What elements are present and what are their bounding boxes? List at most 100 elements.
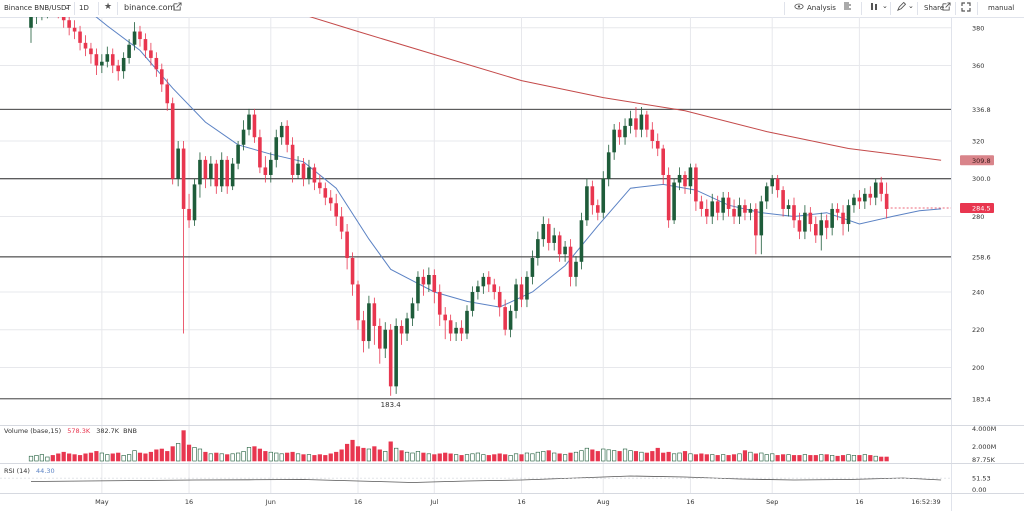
volume-bar bbox=[252, 446, 257, 462]
candle-body bbox=[361, 320, 366, 342]
share-button[interactable]: Share bbox=[924, 4, 945, 12]
volume-bar bbox=[421, 452, 426, 462]
candle-body bbox=[252, 114, 257, 138]
volume-bar bbox=[590, 449, 595, 462]
candle-body bbox=[634, 118, 638, 130]
rsi-tick-label: 0.00 bbox=[972, 486, 986, 494]
candle-body bbox=[688, 167, 693, 187]
candle-body bbox=[563, 246, 567, 255]
volume-bar bbox=[813, 455, 818, 462]
candle-body bbox=[873, 182, 878, 198]
volume-tick-label: 2.000M bbox=[972, 443, 996, 451]
candle-body bbox=[612, 129, 616, 153]
candle-body bbox=[269, 159, 273, 175]
price-tick-label: 336.8 bbox=[972, 106, 991, 114]
chevron-down-icon[interactable]: ⌄ bbox=[882, 2, 888, 10]
volume-bar bbox=[192, 447, 197, 462]
volume-bar bbox=[268, 451, 273, 462]
volume-bar bbox=[116, 452, 121, 462]
candle-body bbox=[345, 231, 349, 259]
interval-selector[interactable]: 1D bbox=[79, 4, 89, 12]
bars-icon[interactable] bbox=[843, 2, 853, 13]
candle-body bbox=[214, 163, 219, 187]
price-tick-label: 220 bbox=[972, 326, 984, 334]
candle-body bbox=[606, 152, 611, 179]
volume-bar bbox=[426, 453, 431, 462]
source-link[interactable]: binance.com bbox=[124, 3, 176, 12]
volume-bar bbox=[274, 452, 279, 462]
volume-bar bbox=[617, 451, 622, 462]
analysis-button[interactable]: Analysis bbox=[807, 4, 836, 12]
volume-bar bbox=[28, 455, 34, 462]
volume-bar bbox=[263, 451, 268, 462]
volume-bar bbox=[214, 452, 219, 462]
volume-bar bbox=[361, 447, 366, 462]
volume-bar bbox=[230, 453, 235, 462]
chevron-down-icon[interactable]: ⌄ bbox=[908, 2, 914, 10]
candle-body bbox=[247, 114, 251, 130]
candle-body bbox=[378, 325, 382, 349]
volume-bar bbox=[127, 454, 132, 462]
volume-bar bbox=[56, 453, 61, 462]
candle-body bbox=[655, 141, 660, 149]
volume-bar bbox=[606, 449, 611, 462]
volume-axis-ticks: 4.000M 2.000M 87.75K bbox=[972, 425, 996, 464]
volume-bar bbox=[830, 455, 835, 462]
candle-body bbox=[574, 261, 578, 277]
volume-bar bbox=[464, 454, 470, 462]
volume-bar bbox=[492, 454, 497, 462]
volume-bar bbox=[459, 455, 464, 462]
moving-averages bbox=[95, 17, 942, 308]
expand-icon[interactable] bbox=[961, 2, 971, 14]
star-icon[interactable]: ★ bbox=[104, 2, 113, 12]
candle-body bbox=[127, 44, 131, 58]
candle-body bbox=[846, 205, 851, 225]
external-link-icon[interactable] bbox=[173, 2, 182, 13]
toolbar-divider bbox=[977, 2, 978, 15]
symbol-label[interactable]: Binance BNB/USDT bbox=[4, 4, 71, 12]
volume-bar bbox=[791, 455, 797, 462]
price-tick-label: 258.6 bbox=[972, 253, 991, 261]
volume-bar bbox=[143, 453, 148, 462]
share-icon[interactable] bbox=[942, 2, 951, 13]
candle-body bbox=[29, 17, 33, 28]
volume-bar bbox=[780, 454, 786, 462]
volume-bar bbox=[257, 448, 263, 462]
candle-body bbox=[645, 114, 649, 130]
candle-body bbox=[672, 182, 676, 221]
chart-type-icon[interactable] bbox=[870, 2, 880, 13]
price-tick-label: 300.0 bbox=[972, 175, 991, 183]
volume-bar bbox=[650, 451, 655, 462]
toolbar-divider bbox=[861, 2, 862, 15]
volume-bar bbox=[497, 453, 502, 462]
manual-mode-button[interactable]: manual bbox=[988, 4, 1015, 12]
volume-value-2: 382.7K bbox=[96, 427, 120, 435]
eye-icon[interactable] bbox=[794, 2, 804, 13]
caret-down-icon[interactable]: ⌄ bbox=[64, 3, 70, 11]
volume-bar bbox=[546, 450, 551, 462]
pencil-icon[interactable] bbox=[897, 1, 907, 13]
candle-body bbox=[225, 159, 229, 187]
volume-bar bbox=[344, 443, 350, 462]
volume-bar bbox=[612, 450, 617, 462]
volume-title: Volume (base,15) bbox=[4, 427, 61, 435]
volume-bar bbox=[775, 455, 780, 462]
candle-body bbox=[699, 201, 704, 209]
price-axis-ticks: 380 360 336.8 320 300.0 280 258.6 240 220 200 183.… bbox=[972, 24, 991, 403]
candle-body bbox=[312, 167, 317, 183]
volume-bar bbox=[94, 451, 99, 462]
price-tick-label: 183.4 bbox=[972, 395, 991, 403]
candle-body bbox=[154, 57, 159, 70]
candle-body bbox=[399, 325, 404, 334]
candle-body bbox=[388, 329, 393, 387]
candle-body bbox=[884, 193, 889, 209]
volume-bar bbox=[579, 450, 584, 462]
candle-body bbox=[868, 193, 873, 198]
volume-bar bbox=[748, 451, 753, 462]
volume-bar bbox=[568, 452, 573, 462]
candle-body bbox=[487, 276, 491, 285]
candle-body bbox=[770, 178, 774, 187]
chart-area[interactable]: 183.4 380 360 336.8 320 300.0 280 258.6 240 220 2… bbox=[0, 17, 1024, 511]
volume-bar bbox=[77, 455, 83, 462]
candle-body bbox=[852, 197, 856, 206]
